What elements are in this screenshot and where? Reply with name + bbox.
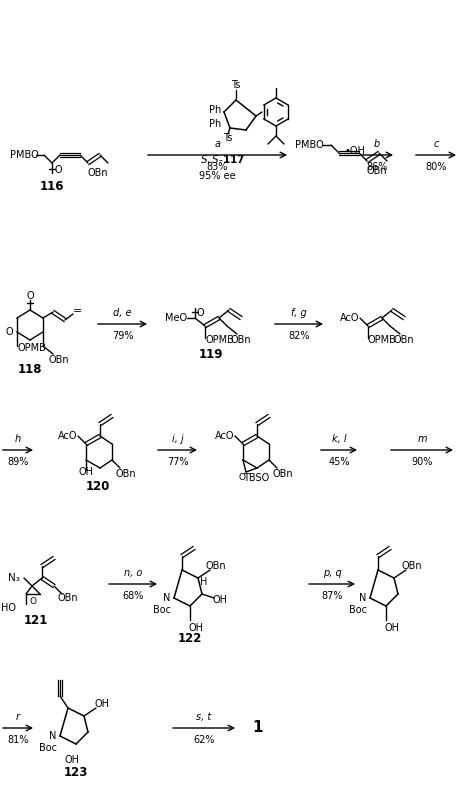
- Text: 95% ee: 95% ee: [199, 171, 236, 181]
- Text: Boc: Boc: [39, 743, 57, 753]
- Text: n, o: n, o: [124, 568, 142, 578]
- Text: O: O: [29, 596, 36, 606]
- Text: a: a: [215, 139, 220, 149]
- Text: 120: 120: [86, 480, 110, 492]
- Text: OBn: OBn: [49, 355, 69, 365]
- Text: 116: 116: [40, 180, 64, 193]
- Text: AcO: AcO: [215, 431, 235, 441]
- Text: 80%: 80%: [425, 162, 447, 172]
- Text: OH: OH: [64, 755, 80, 765]
- Text: N: N: [49, 731, 56, 741]
- Text: =: =: [73, 306, 82, 316]
- Text: OH: OH: [79, 467, 93, 477]
- Text: f, g: f, g: [291, 308, 307, 318]
- Text: d, e: d, e: [113, 308, 132, 318]
- Text: 45%: 45%: [328, 457, 350, 467]
- Text: Boc: Boc: [153, 605, 171, 615]
- Text: s, t: s, t: [196, 712, 211, 722]
- Text: m: m: [417, 434, 427, 444]
- Text: O: O: [196, 308, 204, 318]
- Text: 118: 118: [18, 364, 42, 377]
- Text: 83%: 83%: [207, 162, 228, 172]
- Text: HO: HO: [1, 603, 16, 613]
- Text: OBn: OBn: [231, 335, 251, 345]
- Text: Ts: Ts: [223, 133, 233, 143]
- Text: O: O: [5, 327, 13, 337]
- Text: 82%: 82%: [288, 331, 310, 341]
- Text: OBn: OBn: [394, 335, 414, 345]
- Text: OH: OH: [94, 699, 109, 709]
- Text: O: O: [26, 291, 34, 301]
- Text: 90%: 90%: [411, 457, 433, 467]
- Text: OPMB: OPMB: [368, 335, 397, 345]
- Text: b: b: [374, 139, 380, 149]
- Text: 121: 121: [24, 614, 48, 626]
- Text: 87%: 87%: [321, 591, 343, 601]
- Text: OH: OH: [212, 595, 228, 605]
- Text: 81%: 81%: [7, 735, 29, 745]
- Text: OH: OH: [384, 623, 400, 633]
- Text: Ts: Ts: [231, 80, 241, 90]
- Text: AcO: AcO: [340, 313, 359, 323]
- Text: O: O: [54, 165, 62, 175]
- Text: p, q: p, q: [323, 568, 341, 578]
- Text: N₃: N₃: [8, 573, 20, 583]
- Text: OPMB: OPMB: [17, 343, 46, 353]
- Text: 122: 122: [178, 631, 202, 645]
- Text: c: c: [433, 139, 439, 149]
- Text: OPMB: OPMB: [205, 335, 234, 345]
- Text: 1: 1: [253, 721, 263, 736]
- Text: H: H: [201, 577, 208, 587]
- Text: O: O: [238, 473, 246, 483]
- Text: TBSO: TBSO: [243, 473, 269, 483]
- Text: PMBO: PMBO: [10, 150, 39, 160]
- Text: OBn: OBn: [58, 593, 78, 603]
- Text: r: r: [16, 712, 20, 722]
- Text: 79%: 79%: [112, 331, 133, 341]
- Text: N: N: [359, 593, 366, 603]
- Text: Boc: Boc: [349, 605, 367, 615]
- Text: MeO: MeO: [165, 313, 187, 323]
- Text: OBn: OBn: [401, 561, 422, 571]
- Text: PMBO: PMBO: [295, 140, 324, 150]
- Text: $S,S$-$\mathbf{117}$: $S,S$-$\mathbf{117}$: [200, 153, 246, 166]
- Text: 86%: 86%: [366, 162, 388, 172]
- Text: AcO: AcO: [58, 431, 78, 441]
- Text: OBn: OBn: [206, 561, 226, 571]
- Text: Ph: Ph: [209, 105, 221, 115]
- Text: OBn: OBn: [88, 168, 109, 178]
- Text: 62%: 62%: [193, 735, 215, 745]
- Text: 77%: 77%: [167, 457, 188, 467]
- Text: 89%: 89%: [7, 457, 29, 467]
- Text: k, l: k, l: [332, 434, 346, 444]
- Text: Ph: Ph: [209, 119, 221, 129]
- Text: N: N: [163, 593, 170, 603]
- Text: 68%: 68%: [122, 591, 144, 601]
- Text: OH: OH: [189, 623, 203, 633]
- Text: 123: 123: [64, 765, 88, 779]
- Text: OBn: OBn: [273, 469, 293, 479]
- Text: •OH: •OH: [345, 146, 366, 156]
- Text: OBn: OBn: [367, 166, 387, 176]
- Text: h: h: [15, 434, 21, 444]
- Text: OBn: OBn: [116, 469, 137, 479]
- Text: i, j: i, j: [172, 434, 183, 444]
- Text: 119: 119: [199, 349, 223, 361]
